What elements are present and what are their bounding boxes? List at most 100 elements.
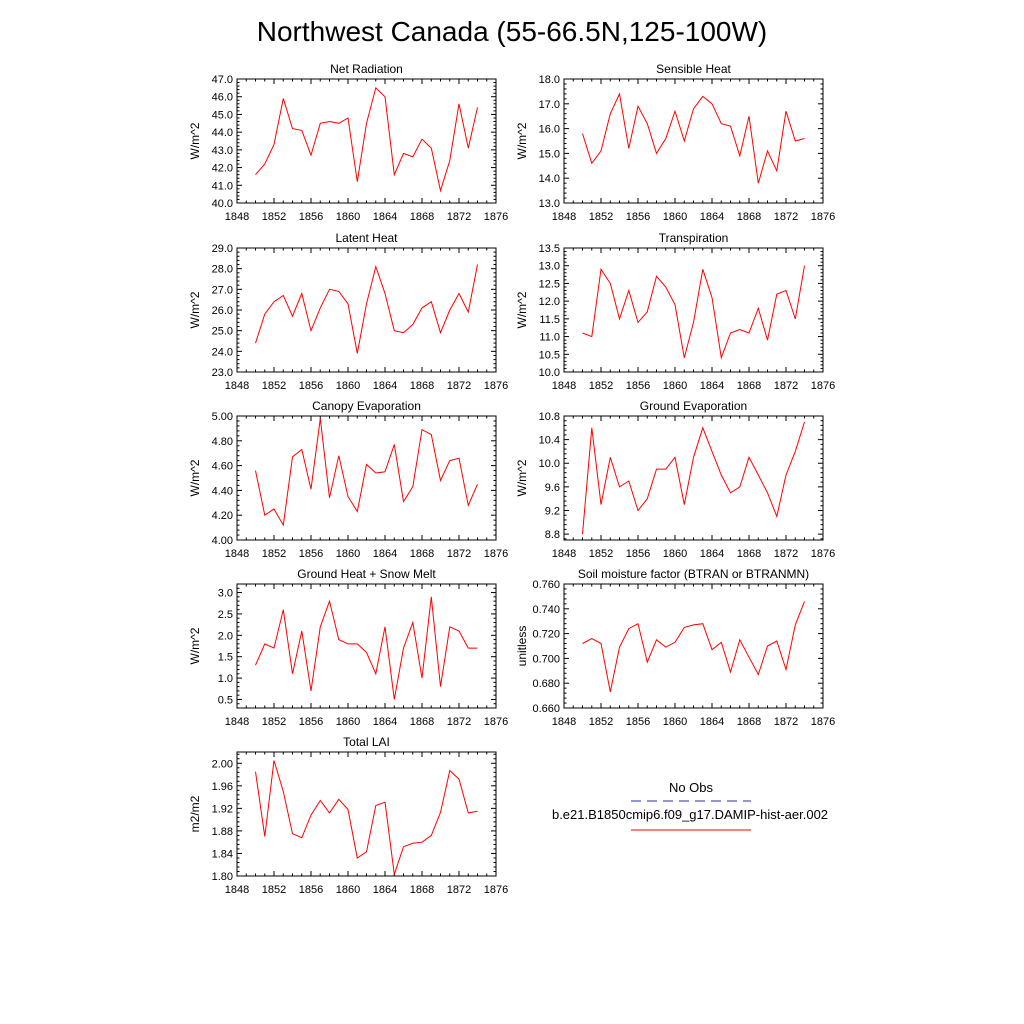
y-tick-label: 1.5 xyxy=(218,652,233,664)
x-tick-label: 1848 xyxy=(225,716,249,728)
y-tick-label: 4.00 xyxy=(212,535,233,547)
y-tick-label: 15.0 xyxy=(539,148,560,160)
series-line xyxy=(255,264,478,354)
x-tick-label: 1852 xyxy=(589,380,613,392)
y-tick-label: 0.760 xyxy=(532,579,560,591)
x-tick-label: 1856 xyxy=(299,884,323,896)
y-tick-label: 10.0 xyxy=(539,367,560,379)
y-tick-label: 13.0 xyxy=(539,261,560,273)
chart-panel: Ground Heat + Snow Melt W/m^2 1848 1852 1856… xyxy=(188,567,508,728)
chart-panel: Canopy Evaporation W/m^2 1848 1852 1856 1860 1… xyxy=(188,399,508,560)
x-tick-label: 1872 xyxy=(774,548,798,560)
y-tick-label: 1.0 xyxy=(218,673,233,685)
x-tick-label: 1868 xyxy=(410,380,434,392)
x-tick-label: 1868 xyxy=(410,211,434,223)
y-tick-label: 16.0 xyxy=(539,124,560,136)
y-tick-label: 46.0 xyxy=(212,92,233,104)
y-tick-label: 1.88 xyxy=(212,826,233,838)
x-tick-label: 1848 xyxy=(225,548,249,560)
x-tick-label: 1860 xyxy=(336,211,360,223)
y-axis-label: W/m^2 xyxy=(515,459,529,496)
x-tick-label: 1860 xyxy=(663,548,687,560)
x-tick-label: 1860 xyxy=(336,716,360,728)
y-tick-label: 0.720 xyxy=(532,629,560,641)
y-tick-label: 4.80 xyxy=(212,436,233,448)
x-tick-label: 1860 xyxy=(336,380,360,392)
chart-panel: Soil moisture factor (BTRAN or BTRANMN) u… xyxy=(515,567,835,728)
x-tick-label: 1852 xyxy=(262,716,286,728)
series-line xyxy=(255,760,478,875)
y-tick-label: 1.80 xyxy=(212,871,233,883)
series-line xyxy=(255,86,478,193)
y-axis-label: W/m^2 xyxy=(188,627,202,664)
y-tick-label: 25.0 xyxy=(212,326,233,338)
chart-title: Total LAI xyxy=(343,735,390,749)
page-title: Northwest Canada (55-66.5N,125-100W) xyxy=(257,16,767,47)
x-tick-label: 1864 xyxy=(373,884,397,896)
x-tick-label: 1848 xyxy=(225,884,249,896)
y-axis-label: W/m^2 xyxy=(188,122,202,159)
x-tick-label: 1856 xyxy=(626,211,650,223)
series-line xyxy=(582,265,805,360)
y-tick-label: 3.0 xyxy=(218,588,233,600)
x-tick-label: 1876 xyxy=(484,716,508,728)
x-tick-label: 1872 xyxy=(447,211,471,223)
x-tick-label: 1864 xyxy=(700,211,724,223)
x-tick-label: 1872 xyxy=(447,548,471,560)
x-tick-label: 1868 xyxy=(410,716,434,728)
y-tick-label: 10.0 xyxy=(539,458,560,470)
x-tick-label: 1856 xyxy=(626,548,650,560)
x-tick-label: 1848 xyxy=(225,380,249,392)
series-line xyxy=(582,92,805,184)
x-tick-label: 1868 xyxy=(737,548,761,560)
legend-obs-label: No Obs xyxy=(669,780,714,795)
chart-title: Sensible Heat xyxy=(656,62,731,76)
x-tick-label: 1876 xyxy=(811,548,835,560)
y-tick-label: 43.0 xyxy=(212,145,233,157)
chart-title: Soil moisture factor (BTRAN or BTRANMN) xyxy=(578,567,809,581)
x-tick-label: 1872 xyxy=(447,380,471,392)
x-tick-label: 1848 xyxy=(225,211,249,223)
series-line xyxy=(255,418,478,527)
y-tick-label: 1.92 xyxy=(212,803,233,815)
y-tick-label: 14.0 xyxy=(539,173,560,185)
x-tick-label: 1868 xyxy=(737,380,761,392)
chart-title: Net Radiation xyxy=(330,62,403,76)
x-tick-label: 1876 xyxy=(484,380,508,392)
x-tick-label: 1868 xyxy=(410,884,434,896)
x-tick-label: 1856 xyxy=(626,380,650,392)
x-tick-label: 1852 xyxy=(262,548,286,560)
x-tick-label: 1864 xyxy=(373,716,397,728)
x-tick-label: 1868 xyxy=(737,716,761,728)
x-tick-label: 1860 xyxy=(663,716,687,728)
panels-container: Net Radiation W/m^2 1848 1852 1856 1860 1864 18… xyxy=(188,62,835,896)
x-tick-label: 1864 xyxy=(373,380,397,392)
x-tick-label: 1864 xyxy=(373,548,397,560)
y-tick-label: 13.5 xyxy=(539,243,560,255)
chart-panel: Net Radiation W/m^2 1848 1852 1856 1860 1864 18… xyxy=(188,62,508,223)
x-tick-label: 1876 xyxy=(484,884,508,896)
x-tick-label: 1860 xyxy=(336,548,360,560)
y-tick-label: 17.0 xyxy=(539,99,560,111)
x-tick-label: 1856 xyxy=(299,548,323,560)
x-tick-label: 1856 xyxy=(299,380,323,392)
y-tick-label: 27.0 xyxy=(212,284,233,296)
y-tick-label: 4.20 xyxy=(212,510,233,522)
y-tick-label: 1.96 xyxy=(212,781,233,793)
x-tick-label: 1860 xyxy=(663,211,687,223)
y-axis-label: W/m^2 xyxy=(188,291,202,328)
chart-panel: Transpiration W/m^2 1848 1852 1856 1860 1864 18… xyxy=(515,231,835,392)
x-tick-label: 1872 xyxy=(447,716,471,728)
y-tick-label: 45.0 xyxy=(212,109,233,121)
y-axis-label: m2/m2 xyxy=(188,795,202,832)
y-tick-label: 29.0 xyxy=(212,243,233,255)
x-tick-label: 1852 xyxy=(589,211,613,223)
y-tick-label: 5.00 xyxy=(212,411,233,423)
x-tick-label: 1872 xyxy=(774,380,798,392)
x-tick-label: 1872 xyxy=(774,716,798,728)
y-tick-label: 18.0 xyxy=(539,74,560,86)
y-tick-label: 24.0 xyxy=(212,346,233,358)
x-tick-label: 1848 xyxy=(552,211,576,223)
y-tick-label: 41.0 xyxy=(212,180,233,192)
y-tick-label: 40.0 xyxy=(212,198,233,210)
